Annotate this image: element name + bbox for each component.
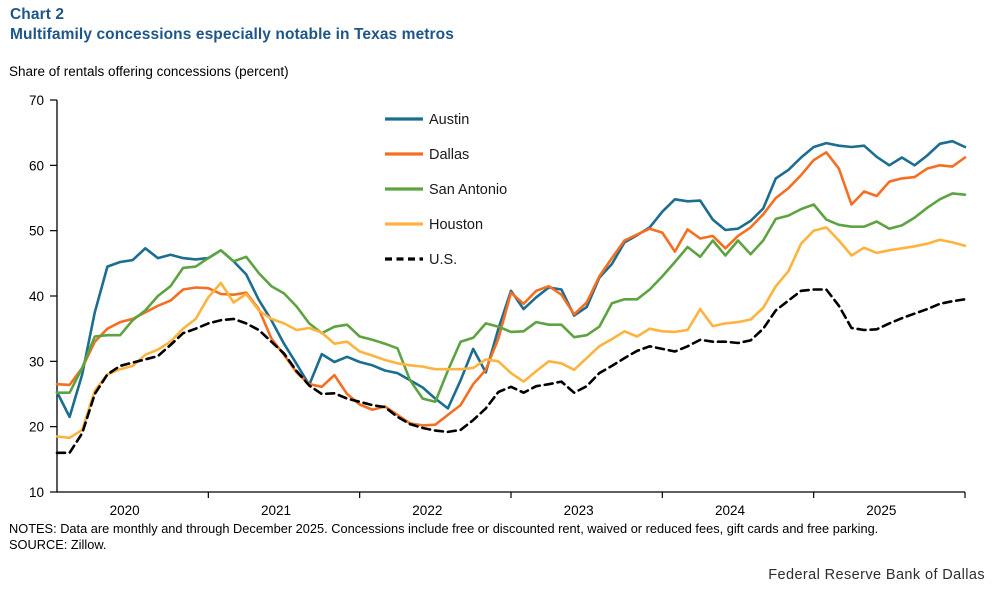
x-tick-label: 2023 xyxy=(564,503,594,518)
series-line-austin xyxy=(55,139,967,419)
legend-label: San Antonio xyxy=(429,182,507,198)
x-tick-label: 2020 xyxy=(110,503,140,518)
notes-text: NOTES: Data are monthly and through Dece… xyxy=(9,521,879,536)
y-tick-label: 50 xyxy=(29,224,44,239)
chart-notes: NOTES: Data are monthly and through Dece… xyxy=(9,521,949,553)
x-tick-label: 2022 xyxy=(412,503,442,518)
chart-canvas: 10 20 30 40 50 60 70 2020 2021 2022 2023 2024 2025 Au… xyxy=(29,93,967,518)
y-axis-title: Share of rentals offering concessions (p… xyxy=(9,64,289,79)
x-tick-label: 2024 xyxy=(715,503,746,518)
branding-text: Federal Reserve Bank of Dallas xyxy=(768,567,985,583)
legend-label: Houston xyxy=(429,217,483,233)
series-line-houston xyxy=(55,226,967,440)
y-tick-label: 40 xyxy=(29,289,44,304)
legend-label: Austin xyxy=(429,112,469,128)
series-line-san-antonio xyxy=(55,192,967,404)
x-tick-label: 2021 xyxy=(261,503,291,518)
y-tick-label: 60 xyxy=(29,158,44,173)
y-tick-label: 30 xyxy=(29,354,44,369)
series-line-u-s- xyxy=(55,288,967,455)
series-line-dallas xyxy=(55,151,967,427)
chart-title: Multifamily concessions especially notab… xyxy=(10,26,454,43)
y-tick-label: 10 xyxy=(29,485,44,500)
legend-label: U.S. xyxy=(429,252,457,268)
source-text: SOURCE: Zillow. xyxy=(9,536,107,552)
x-tick-label: 2025 xyxy=(866,503,896,518)
legend-label: Dallas xyxy=(429,147,469,163)
y-tick-label: 70 xyxy=(29,93,44,108)
y-tick-label: 20 xyxy=(29,420,44,435)
chart-number: Chart 2 xyxy=(10,6,65,23)
